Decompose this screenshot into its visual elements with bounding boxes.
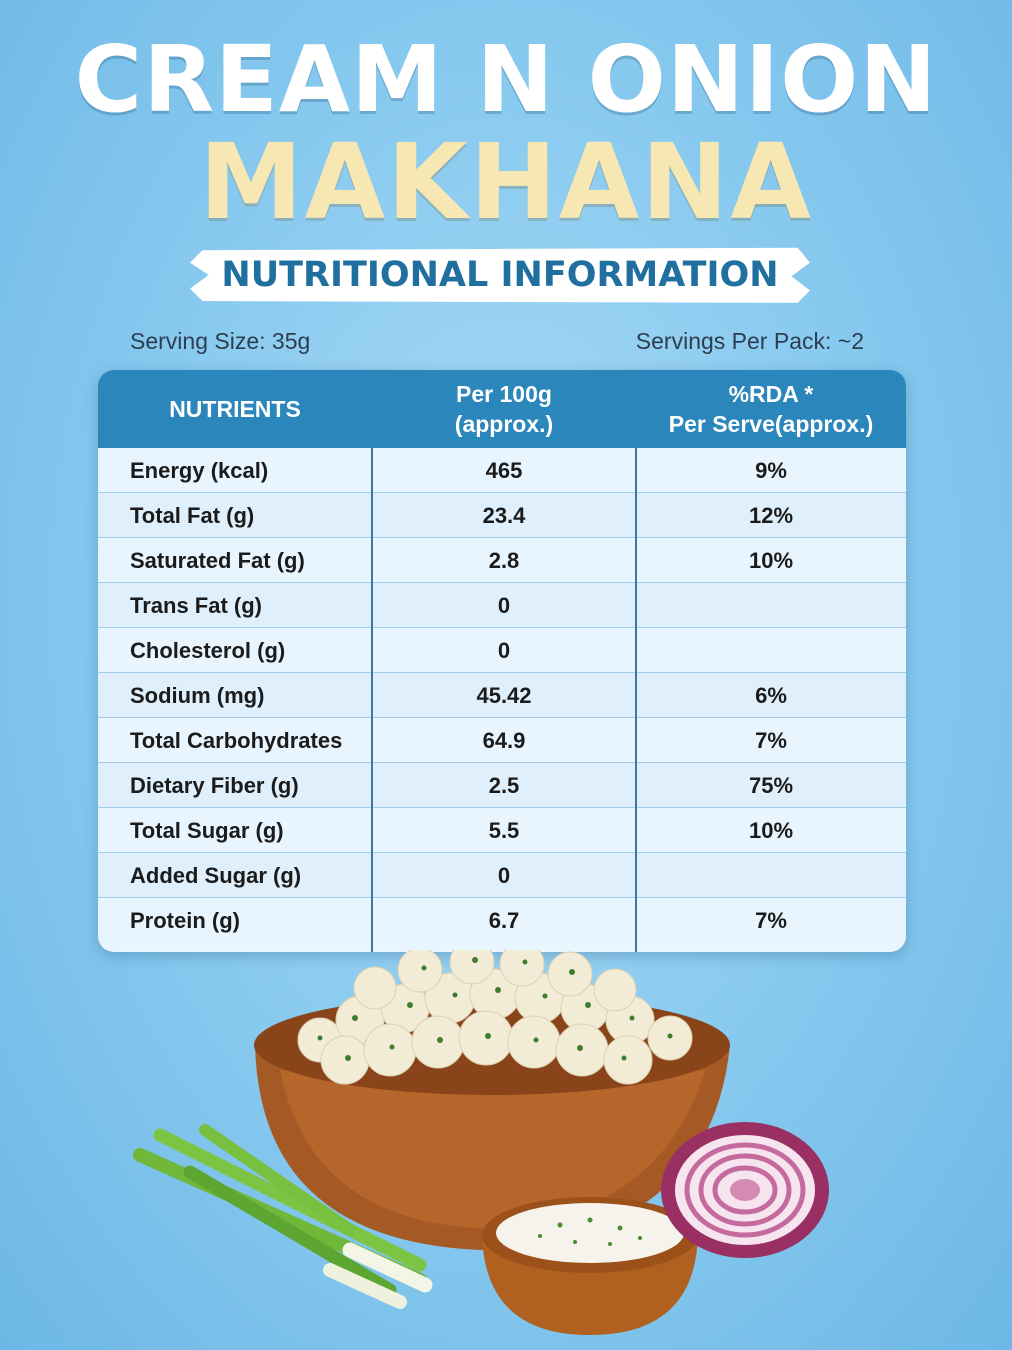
header-rda-line1: %RDA * [728, 381, 814, 407]
cream-dip-icon [482, 1197, 698, 1335]
rda-value: 10% [748, 548, 794, 573]
product-title-line2: MAKHANA [199, 121, 813, 243]
header-per-100g-line1: Per 100g [456, 381, 552, 407]
header-per-100g-line2: (approx.) [454, 411, 554, 437]
per-100g-value: 6.7 [488, 908, 520, 933]
nutrient-name: Total Sugar (g) [130, 818, 284, 843]
table-row: Added Sugar (g) 0 [98, 853, 906, 898]
column-divider [371, 448, 373, 952]
section-banner [190, 247, 810, 303]
table-row: Cholesterol (g) 0 [98, 628, 906, 673]
column-divider [635, 448, 637, 952]
table-row: Total Fat (g) 23.4 12% [98, 493, 906, 538]
rda-value [636, 628, 906, 673]
nutrient-name: Protein (g) [130, 908, 240, 933]
product-title-line1: CREAM N ONION [74, 26, 938, 133]
per-100g-value: 0 [497, 593, 511, 618]
nutrient-name: Dietary Fiber (g) [130, 773, 299, 798]
per-100g-value: 23.4 [482, 503, 526, 528]
table-body: Energy (kcal) 465 9% Total Fat (g) 23.4 12% Sa… [98, 448, 906, 943]
rda-value: 9% [755, 458, 787, 483]
nutrient-name: Trans Fat (g) [130, 593, 263, 618]
header-rda: %RDA * Per Serve(approx.) [636, 370, 906, 448]
rda-value: 7% [755, 908, 787, 933]
serving-size: Serving Size: 35g [130, 328, 311, 354]
nutrition-table: NUTRIENTS Per 100g (approx.) %RDA * Per … [98, 370, 906, 952]
rda-value: 10% [748, 818, 794, 843]
nutrient-name: Saturated Fat (g) [130, 548, 305, 573]
table-row: Saturated Fat (g) 2.8 10% [98, 538, 906, 583]
per-100g-value: 64.9 [482, 728, 526, 753]
rda-value: 12% [748, 503, 794, 528]
rda-value: 75% [748, 773, 794, 798]
per-100g-value: 45.42 [476, 683, 532, 708]
table-row: Dietary Fiber (g) 2.5 75% [98, 763, 906, 808]
rda-value: 6% [755, 683, 787, 708]
header-rda-line2: Per Serve(approx.) [668, 411, 874, 437]
header-nutrients-label: NUTRIENTS [169, 396, 301, 422]
table-row: Trans Fat (g) 0 [98, 583, 906, 628]
per-100g-value: 0 [497, 863, 511, 888]
nutrient-name: Energy (kcal) [130, 458, 269, 483]
makhana-bowl-icon [254, 950, 730, 1250]
nutrient-name: Added Sugar (g) [130, 863, 302, 888]
red-onion-icon [661, 1122, 829, 1258]
per-100g-value: 5.5 [488, 818, 520, 843]
nutrient-name: Total Fat (g) [130, 503, 255, 528]
table-row: Energy (kcal) 465 9% [98, 448, 906, 493]
nutrient-name: Sodium (mg) [130, 683, 265, 708]
per-100g-value: 2.8 [488, 548, 520, 573]
per-100g-value: 2.5 [488, 773, 520, 798]
header-nutrients: NUTRIENTS [98, 370, 372, 448]
spring-onion-icon [133, 1124, 433, 1309]
rda-value [636, 583, 906, 628]
nutrient-name: Total Carbohydrates (g) [130, 728, 343, 798]
table-row: Total Sugar (g) 5.5 10% [98, 808, 906, 853]
per-100g-value: 465 [485, 458, 523, 483]
food-illustration [133, 950, 829, 1335]
section-banner-title: NUTRITIONAL INFORMATION [221, 255, 779, 295]
table-header: NUTRIENTS Per 100g (approx.) %RDA * Per … [98, 370, 906, 448]
table-row: Sodium (mg) 45.42 6% [98, 673, 906, 718]
rda-value [636, 853, 906, 898]
table-row: Total Carbohydrates (g) 64.9 7% [98, 718, 906, 798]
servings-per-pack: Servings Per Pack: ~2 [635, 328, 864, 354]
per-100g-value: 0 [497, 638, 511, 663]
table-row: Protein (g) 6.7 7% [98, 898, 906, 943]
header-per-100g: Per 100g (approx.) [372, 370, 636, 448]
rda-value: 7% [755, 728, 787, 753]
nutrient-name: Cholesterol (g) [130, 638, 286, 663]
